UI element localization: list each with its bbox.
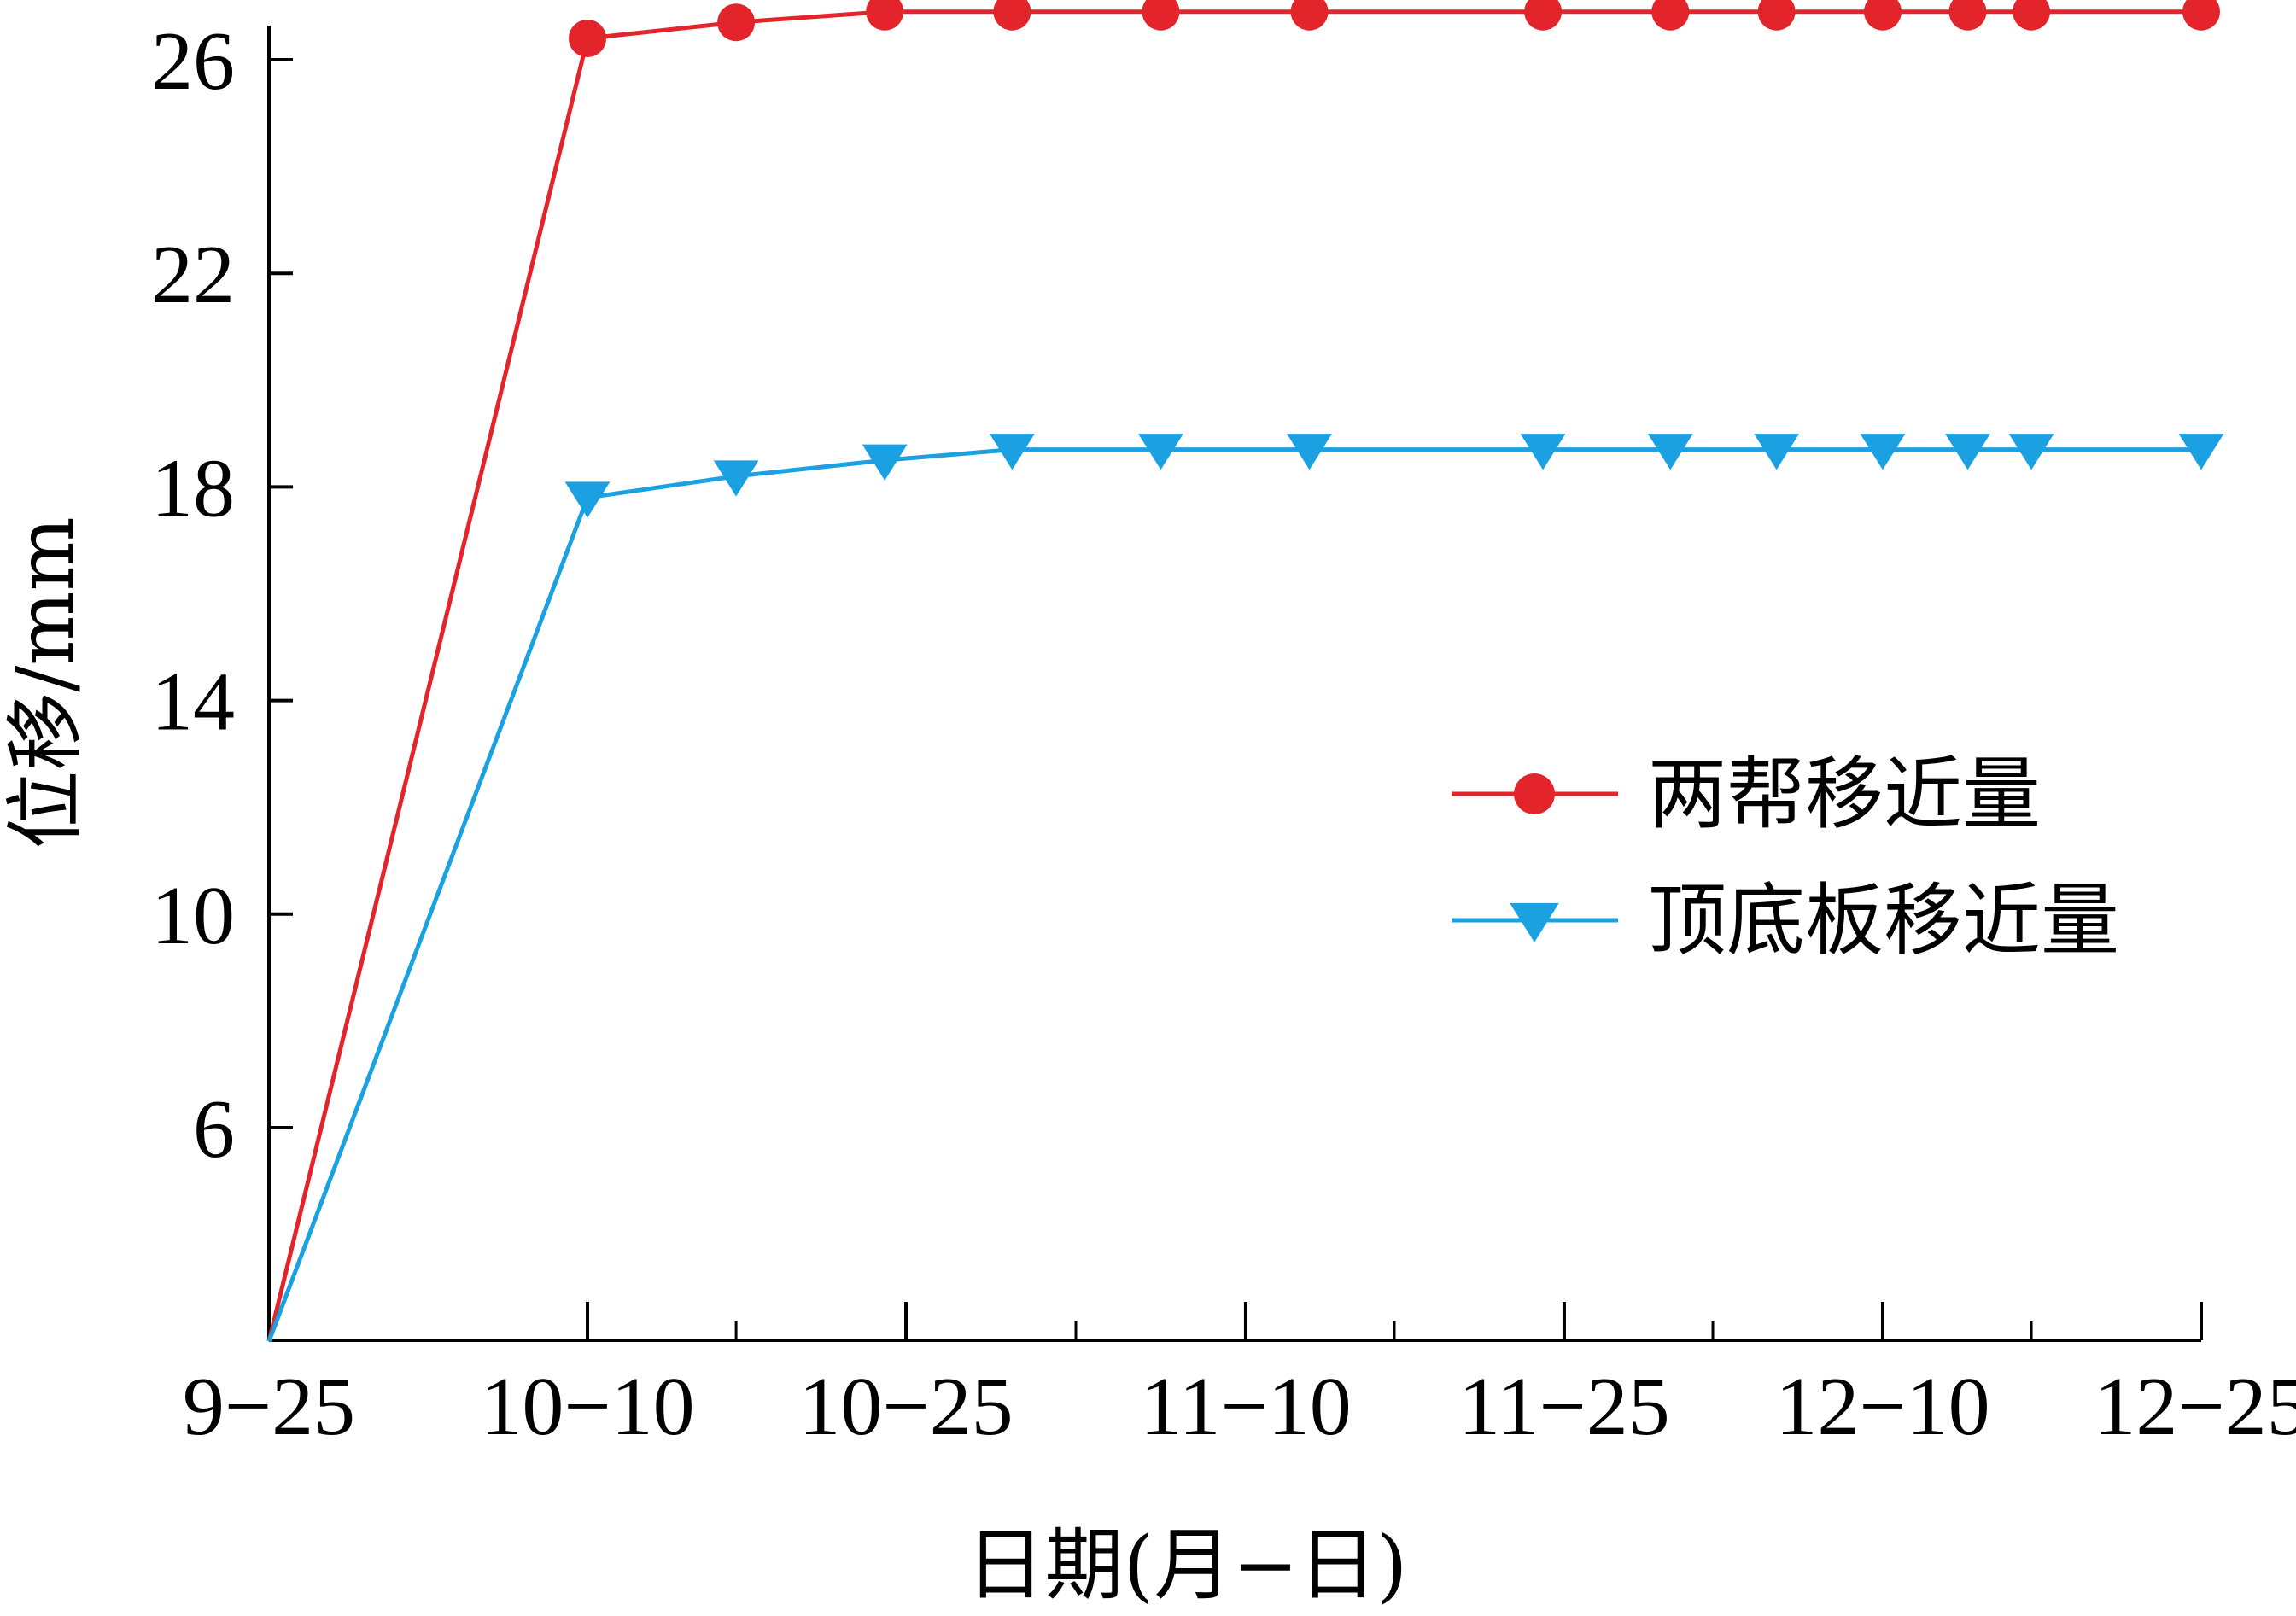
data-point	[2182, 0, 2220, 31]
y-tick-label: 18	[151, 442, 235, 534]
data-point	[1754, 434, 1800, 470]
y-tick-label: 14	[151, 656, 235, 749]
x-axis-title: 日期(月−日)	[967, 1520, 1408, 1611]
x-tick-label: 10−10	[480, 1361, 694, 1453]
x-tick-label: 11−25	[1458, 1361, 1670, 1453]
y-axis-title: 位移/mm	[0, 516, 91, 849]
data-point	[564, 481, 611, 518]
data-point	[1945, 434, 1990, 470]
legend-marker	[1510, 902, 1559, 942]
data-point	[1138, 434, 1183, 470]
data-point	[1651, 0, 1690, 31]
data-point	[1863, 0, 1902, 31]
series-1	[266, 0, 2220, 1342]
legend-label: 两帮移近量	[1648, 749, 2041, 840]
data-point	[2008, 434, 2054, 470]
x-ticks: 9−25 10−10 10−25 11−10 11−25 12−10 12−25	[183, 1302, 2296, 1453]
data-point	[1287, 434, 1332, 470]
y-ticks: 6 10 14 18 22 26	[151, 15, 293, 1176]
y-tick-label: 6	[193, 1083, 235, 1176]
x-tick-label: 10−25	[798, 1361, 1013, 1453]
series-2	[266, 434, 2224, 1343]
data-point	[866, 0, 904, 31]
axes	[267, 26, 2201, 1342]
data-point	[713, 460, 759, 497]
legend-item: 两帮移近量	[1452, 749, 2041, 840]
series-layer	[266, 0, 2224, 1343]
x-tick-label: 9−25	[183, 1361, 355, 1453]
y-tick-label: 22	[151, 229, 235, 321]
legend-label: 顶底板移近量	[1648, 875, 2119, 966]
data-point	[1524, 0, 1563, 31]
legend-item: 顶底板移近量	[1452, 875, 2119, 966]
data-point	[1860, 434, 1906, 470]
x-tick-label: 12−25	[2094, 1361, 2296, 1453]
data-point	[1142, 0, 1180, 31]
legend-marker	[1514, 773, 1555, 814]
data-point	[717, 3, 756, 42]
x-tick-label: 12−10	[1775, 1361, 1989, 1453]
x-tick-label: 11−10	[1140, 1361, 1352, 1453]
data-point	[993, 0, 1031, 31]
series-line	[266, 9, 2201, 1342]
data-point	[1647, 434, 1693, 470]
data-point	[2178, 434, 2224, 470]
y-tick-label: 26	[151, 15, 235, 108]
data-point	[1948, 0, 1987, 31]
data-point	[2013, 0, 2051, 31]
y-tick-label: 10	[151, 870, 235, 962]
data-point	[862, 444, 908, 481]
series-line	[266, 447, 2201, 1343]
data-point	[569, 19, 607, 57]
data-point	[1520, 434, 1566, 470]
data-point	[989, 434, 1035, 470]
data-point	[1757, 0, 1796, 31]
data-point	[1290, 0, 1329, 31]
